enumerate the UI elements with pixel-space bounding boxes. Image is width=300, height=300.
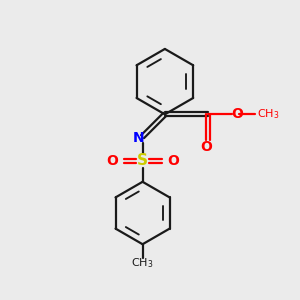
Text: O: O (232, 107, 244, 121)
Text: CH$_3$: CH$_3$ (131, 256, 154, 270)
Text: CH$_3$: CH$_3$ (257, 107, 279, 121)
Text: O: O (200, 140, 212, 154)
Text: S: S (137, 154, 148, 169)
Text: O: O (167, 154, 179, 168)
Text: N: N (132, 131, 144, 145)
Text: O: O (106, 154, 118, 168)
